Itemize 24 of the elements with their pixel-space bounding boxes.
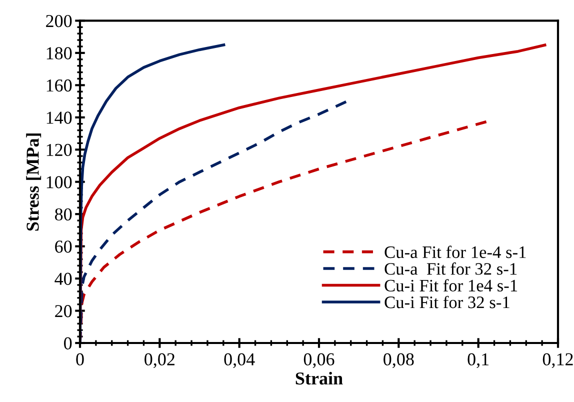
x-tick-label: 0,1 bbox=[468, 353, 489, 368]
x-tick-label: 0,06 bbox=[304, 353, 334, 368]
x-tick-label: 0,04 bbox=[224, 353, 255, 368]
y-tick-label: 0 bbox=[64, 337, 72, 350]
y-tick-label: 140 bbox=[46, 112, 72, 124]
x-tick-label: 0,02 bbox=[144, 353, 174, 368]
y-tick-label: 60 bbox=[55, 240, 72, 253]
y-tick-label: 160 bbox=[46, 79, 72, 92]
x-tick-label: 0,12 bbox=[542, 353, 573, 368]
y-tick-label: 100 bbox=[46, 176, 72, 188]
y-tick-label: 40 bbox=[54, 272, 72, 285]
legend-label: Cu-a Fit for 32 s-1 bbox=[384, 262, 517, 275]
y-tick-label: 80 bbox=[54, 208, 72, 221]
x-tick-label: 0,08 bbox=[384, 353, 414, 368]
x-axis-title: Strain bbox=[296, 372, 343, 385]
x-tick-label: 0 bbox=[76, 353, 84, 366]
y-tick-label: 180 bbox=[46, 47, 72, 60]
y-tick-label: 20 bbox=[55, 305, 72, 318]
y-axis-title: Stress [MPa] bbox=[26, 133, 42, 231]
legend-label: Cu-i Fit for 1e4 s-1 bbox=[384, 279, 518, 292]
legend-label: Cu-a Fit for 1e-4 s-1 bbox=[384, 246, 526, 258]
y-tick-label: 200 bbox=[46, 14, 72, 28]
legend-label: Cu-i Fit for 32 s-1 bbox=[384, 296, 510, 308]
y-tick-label: 120 bbox=[46, 144, 72, 156]
